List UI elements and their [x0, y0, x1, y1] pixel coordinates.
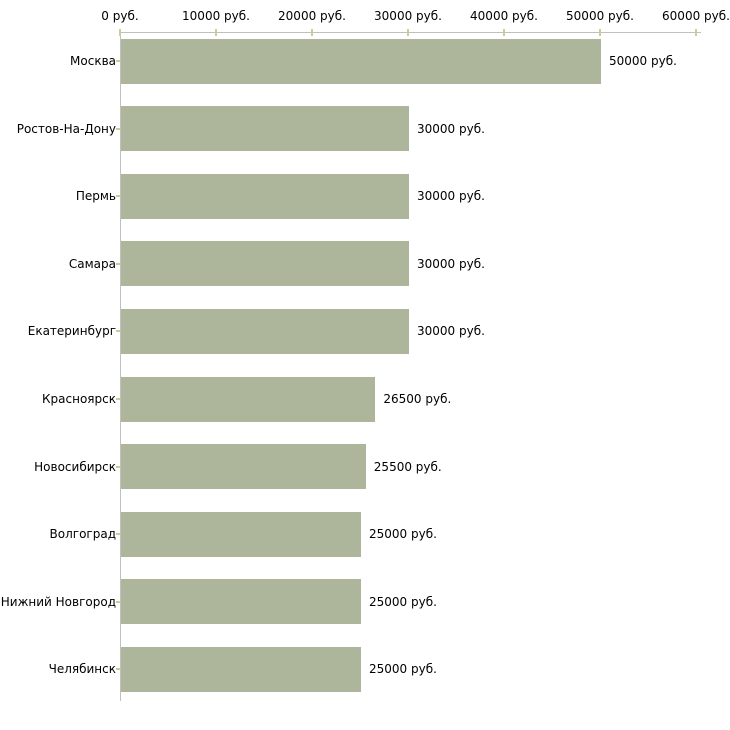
y-axis-tick — [116, 60, 120, 62]
bar — [121, 511, 361, 557]
y-axis-tick — [116, 262, 120, 265]
bar-value-label: 30000 руб. — [417, 121, 485, 136]
bar-value-label: 26500 руб. — [383, 392, 452, 406]
x-axis-tick-label: 10000 руб. — [182, 9, 250, 23]
x-axis-tick-label: 0 руб. — [101, 9, 139, 23]
bar — [121, 579, 361, 625]
x-axis-tick-label: 50000 руб. — [566, 9, 634, 23]
bar-value-label: 30000 руб. — [417, 324, 485, 339]
x-axis-tick-label: 40000 руб. — [470, 9, 538, 23]
x-axis-tick-label: 20000 руб. — [278, 9, 346, 23]
x-axis-line — [120, 32, 701, 33]
bar-value-label: 25000 руб. — [369, 527, 437, 542]
y-axis-tick — [116, 330, 120, 333]
bar-value-label: 30000 руб. — [417, 256, 485, 271]
category-label: Пермь — [75, 189, 116, 204]
y-axis-tick — [116, 533, 120, 536]
x-axis-tick — [407, 29, 409, 36]
y-axis-tick — [116, 465, 120, 468]
bar — [121, 376, 376, 422]
bar — [121, 646, 361, 692]
category-label: Ростов-На-Дону — [16, 121, 116, 136]
x-axis-tick-label: 60000 руб. — [662, 9, 730, 23]
category-label: Екатеринбург — [27, 324, 116, 339]
bar-value-label: 25000 руб. — [369, 594, 437, 609]
bar-value-label: 25500 руб. — [373, 459, 442, 474]
bar — [121, 241, 409, 287]
y-axis-tick — [116, 127, 120, 130]
bar — [121, 106, 409, 152]
bar — [121, 38, 601, 84]
x-axis-tick — [695, 29, 697, 36]
bar — [121, 173, 409, 219]
category-label: Новосибирск — [34, 459, 116, 474]
bar — [121, 308, 409, 354]
bar — [121, 444, 366, 490]
x-axis-tick — [119, 29, 121, 36]
x-axis-tick — [503, 29, 505, 36]
category-label: Волгоград — [49, 527, 116, 542]
category-label: Москва — [70, 54, 116, 68]
y-axis-tick — [116, 398, 120, 400]
x-axis-tick — [599, 29, 601, 36]
category-label: Нижний Новгород — [0, 594, 116, 609]
x-axis-tick — [311, 29, 313, 36]
y-axis-tick — [116, 195, 120, 198]
x-axis-tick-label: 30000 руб. — [374, 9, 442, 23]
y-axis-line — [120, 32, 121, 701]
category-label: Челябинск — [48, 662, 116, 677]
bar-value-label: 30000 руб. — [417, 189, 485, 204]
bar-value-label: 25000 руб. — [369, 662, 437, 677]
y-axis-tick — [116, 668, 120, 671]
x-axis-tick — [215, 29, 217, 36]
bar-value-label: 50000 руб. — [609, 54, 677, 68]
category-label: Красноярск — [42, 392, 116, 406]
category-label: Самара — [68, 256, 116, 271]
y-axis-tick — [116, 600, 120, 603]
